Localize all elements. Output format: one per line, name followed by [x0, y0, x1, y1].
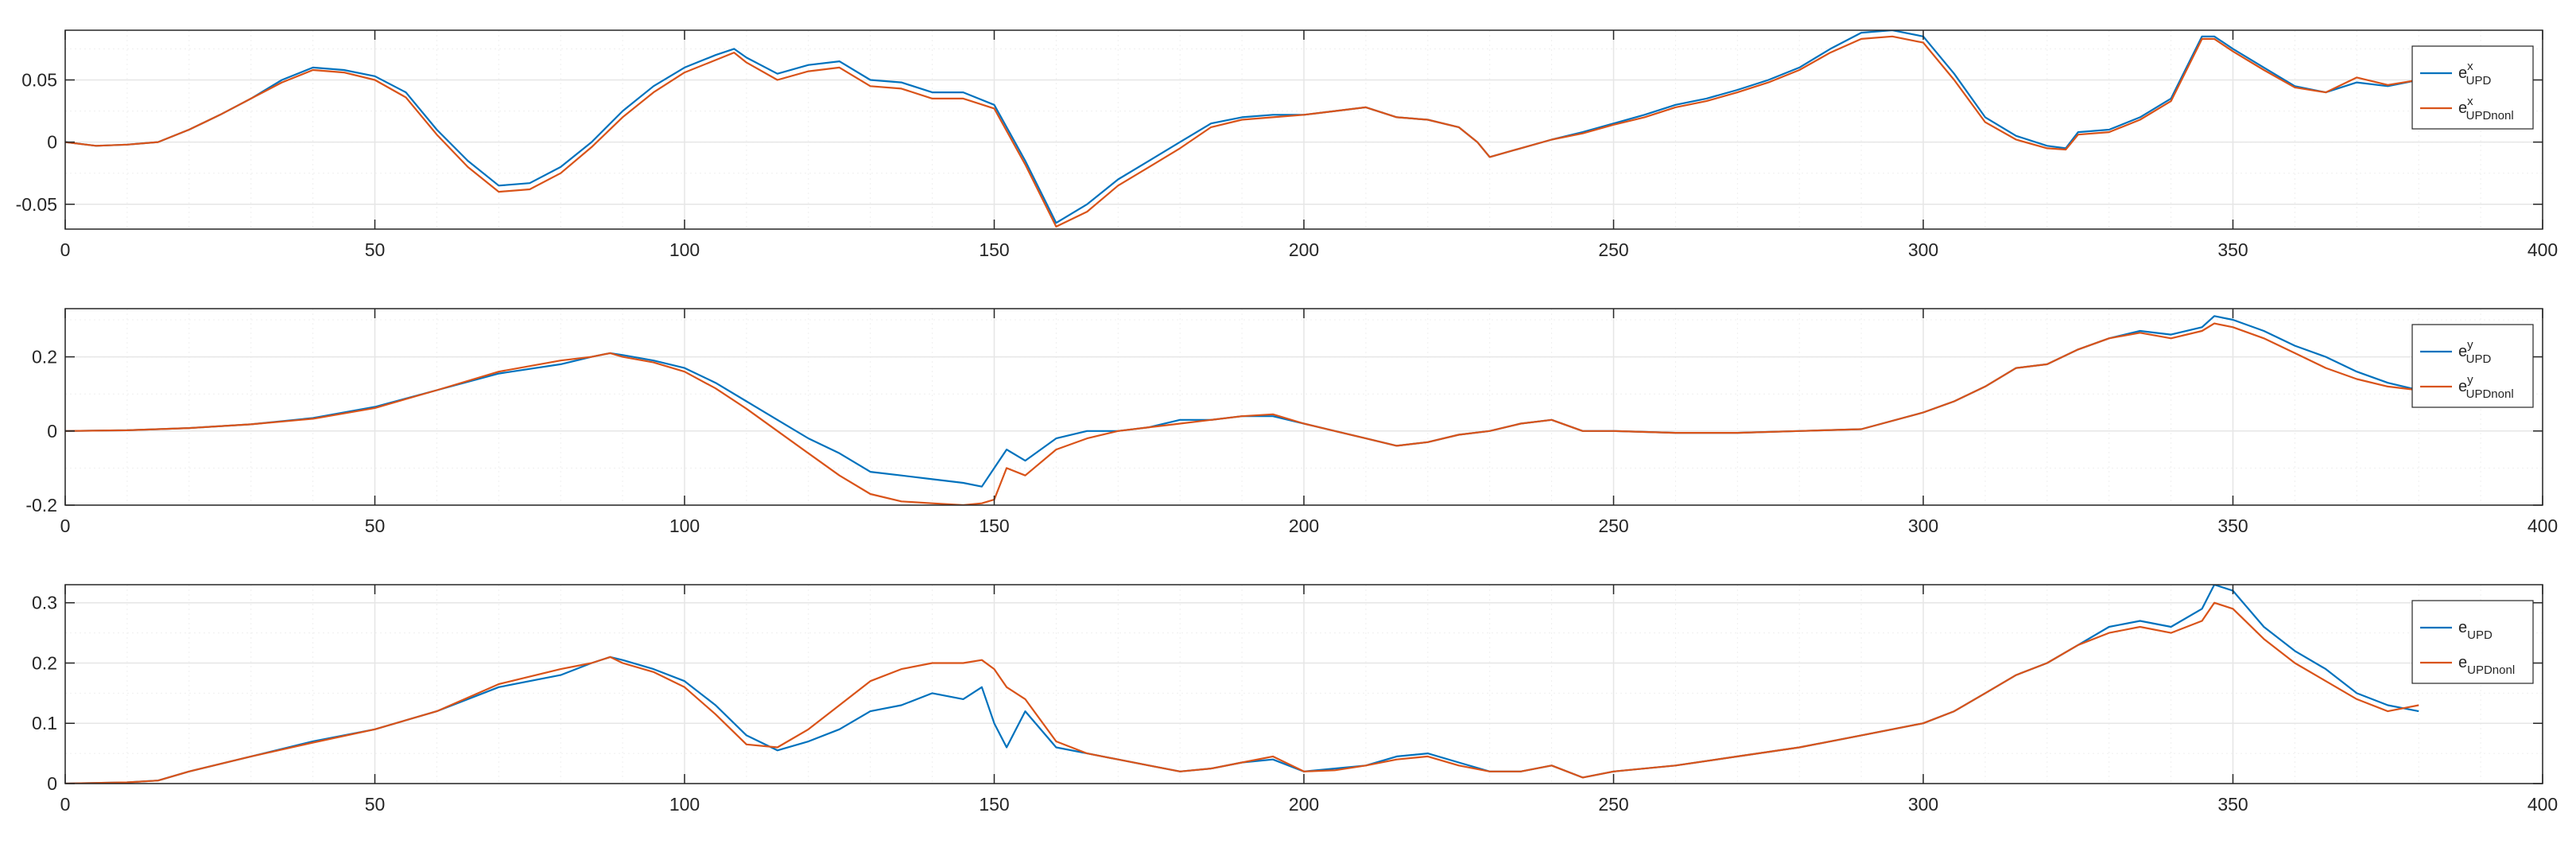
series-line-2	[65, 35, 2419, 228]
legend-label-subscript: UPD	[2466, 74, 2492, 88]
series-line-2	[65, 601, 2419, 784]
legend-label-base: e	[2458, 378, 2467, 395]
legend-label-subscript: UPDnonl	[2467, 663, 2515, 677]
x-tick-label: 150	[979, 515, 1009, 536]
legend-label-superscript: x	[2467, 95, 2473, 108]
x-tick-label: 0	[60, 515, 71, 536]
legend-label-superscript: y	[2467, 338, 2473, 352]
y-tick-label: 0	[47, 132, 57, 153]
x-tick-label: 50	[365, 515, 386, 536]
y-tick-label: 0.1	[32, 713, 57, 733]
legend-label-base: e	[2458, 64, 2467, 82]
x-tick-label: 200	[1289, 515, 1319, 536]
y-tick-label: 0.2	[32, 347, 57, 368]
x-tick-label: 100	[669, 794, 700, 815]
y-tick-label: 0	[47, 421, 57, 442]
y-tick-label: -0.05	[16, 194, 57, 215]
x-tick-label: 350	[2217, 239, 2248, 260]
x-tick-label: 150	[979, 794, 1009, 815]
legend-label-subscript: UPD	[2467, 628, 2493, 642]
x-tick-label: 100	[669, 239, 700, 260]
x-tick-label: 350	[2217, 515, 2248, 536]
legend-box	[2411, 600, 2534, 684]
y-tick-label: 0	[47, 773, 57, 794]
x-tick-label: 150	[979, 239, 1009, 260]
legend-label-superscript: y	[2467, 373, 2473, 387]
legend-label-2: ey UPDnonl	[2458, 373, 2514, 401]
legend-label-subscript: UPDnonl	[2466, 387, 2514, 401]
x-tick-label: 300	[1908, 794, 1938, 815]
x-tick-label: 350	[2217, 794, 2248, 815]
legend-label-base: e	[2458, 619, 2467, 636]
x-tick-label: 50	[365, 794, 386, 815]
x-tick-label: 250	[1598, 515, 1628, 536]
x-tick-label: 300	[1908, 239, 1938, 260]
x-tick-label: 400	[2528, 515, 2558, 536]
legend-box	[2411, 45, 2534, 130]
legend-label-1: ey UPD	[2458, 338, 2491, 366]
x-tick-label: 100	[669, 515, 700, 536]
x-tick-label: 50	[365, 239, 386, 260]
x-tick-label: 0	[60, 794, 71, 815]
subplot-3: 0 50 100 150 200 250 300 350 40000.10.20.3eUPDeU…	[32, 584, 2558, 815]
y-tick-label: 0.2	[32, 652, 57, 673]
x-tick-label: 250	[1598, 239, 1628, 260]
legend-label-1: ex UPD	[2458, 60, 2491, 88]
legend-label-base: e	[2458, 654, 2467, 671]
series-line-1	[65, 30, 2419, 224]
legend-label-subscript: UPDnonl	[2466, 109, 2514, 123]
legend-label-subscript: UPD	[2466, 352, 2492, 366]
x-tick-label: 400	[2528, 794, 2558, 815]
legend-label-superscript: x	[2467, 60, 2473, 73]
x-tick-label: 250	[1598, 794, 1628, 815]
legend-label-2: eUPDnonl	[2458, 654, 2515, 677]
legend-label-base: e	[2458, 343, 2467, 360]
legend-label-base: e	[2458, 99, 2467, 117]
legend-label-2: ex UPDnonl	[2458, 95, 2514, 123]
y-tick-label: 0.3	[32, 593, 57, 613]
x-tick-label: 300	[1908, 515, 1938, 536]
x-tick-label: 200	[1289, 794, 1319, 815]
x-tick-label: 400	[2528, 239, 2558, 260]
x-tick-label: 200	[1289, 239, 1319, 260]
legend-label-1: eUPD	[2458, 619, 2493, 642]
legend-box	[2411, 324, 2534, 408]
y-tick-label: 0.05	[21, 70, 57, 91]
series-line-2	[65, 322, 2419, 505]
x-tick-label: 0	[60, 239, 71, 260]
y-tick-label: -0.2	[25, 495, 57, 515]
